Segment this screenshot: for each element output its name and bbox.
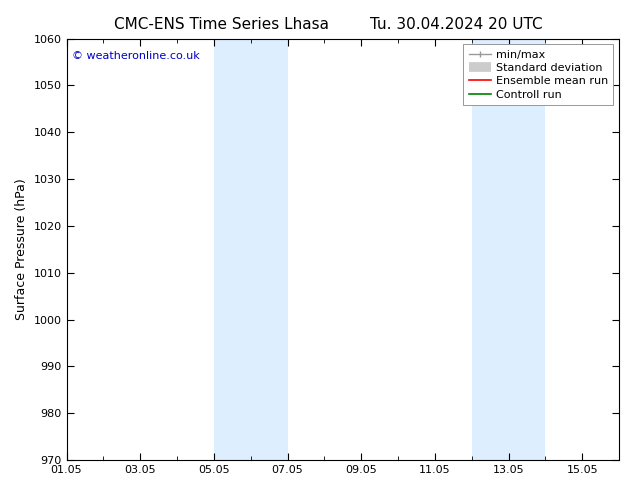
Legend: min/max, Standard deviation, Ensemble mean run, Controll run: min/max, Standard deviation, Ensemble me… bbox=[463, 44, 614, 105]
Y-axis label: Surface Pressure (hPa): Surface Pressure (hPa) bbox=[15, 178, 28, 320]
Text: CMC-ENS Time Series Lhasa: CMC-ENS Time Series Lhasa bbox=[114, 17, 330, 32]
Bar bbox=[214, 39, 288, 460]
Text: Tu. 30.04.2024 20 UTC: Tu. 30.04.2024 20 UTC bbox=[370, 17, 543, 32]
Bar bbox=[472, 39, 545, 460]
Text: © weatheronline.co.uk: © weatheronline.co.uk bbox=[72, 51, 200, 61]
